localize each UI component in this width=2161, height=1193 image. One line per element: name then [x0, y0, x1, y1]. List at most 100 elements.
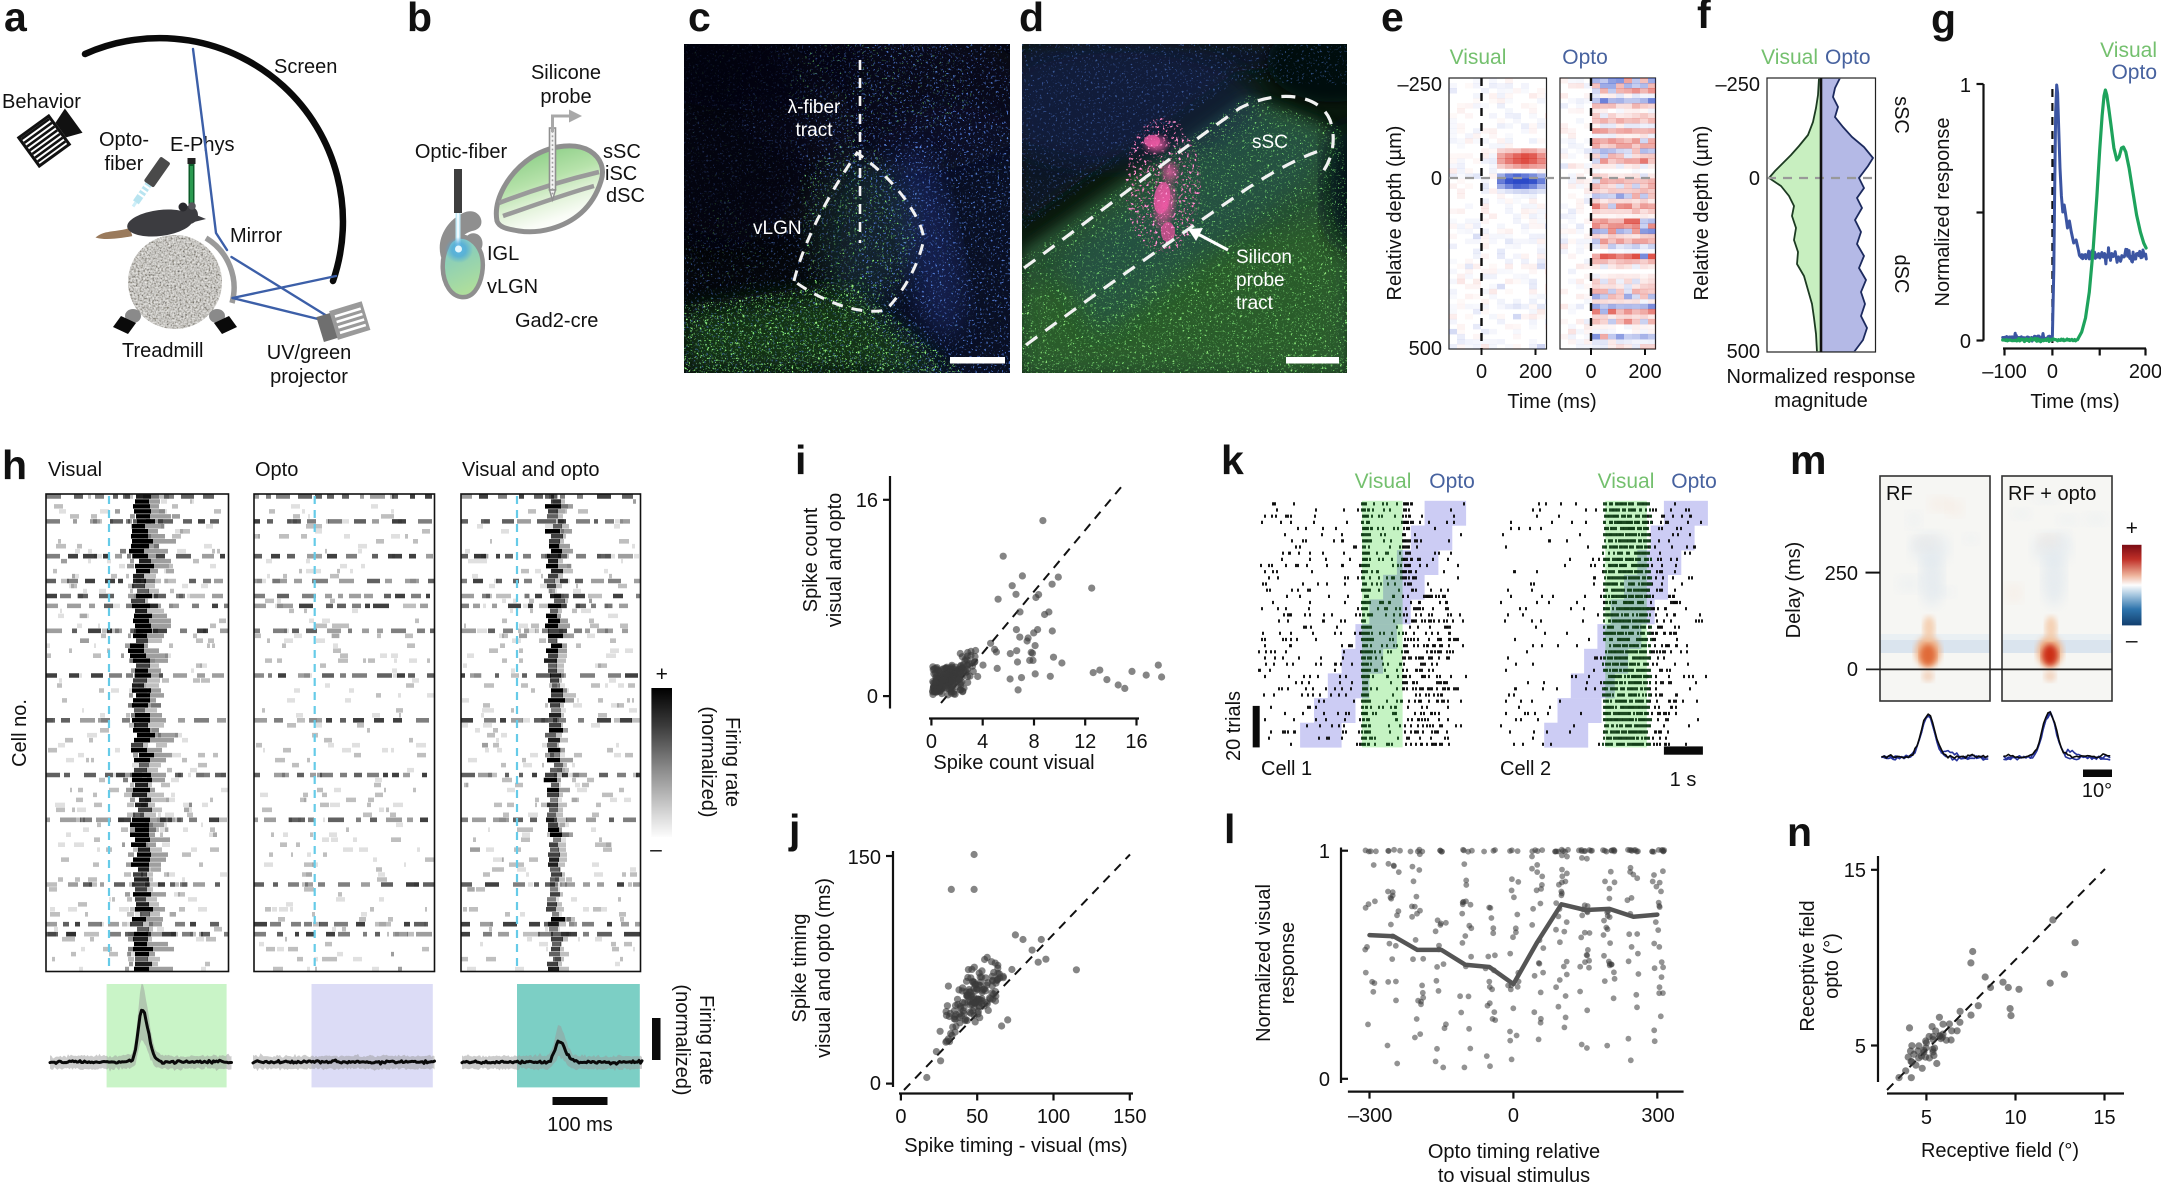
svg-text:sSC: sSC	[1890, 96, 1912, 134]
svg-text:250: 250	[1825, 563, 1858, 585]
svg-text:RF + opto: RF + opto	[2008, 483, 2096, 505]
svg-text:Opto timing relative: Opto timing relative	[1428, 1141, 1600, 1163]
svg-text:200: 200	[2129, 361, 2161, 383]
svg-text:dSC: dSC	[1890, 255, 1912, 294]
svg-text:0: 0	[867, 686, 878, 708]
svg-text:Treadmill: Treadmill	[122, 340, 204, 362]
svg-text:fiber: fiber	[105, 153, 144, 175]
svg-text:Firing rate: Firing rate	[695, 995, 717, 1085]
svg-text:Spike count visual: Spike count visual	[933, 752, 1094, 774]
svg-text:–100: –100	[1982, 361, 2027, 383]
svg-text:tract: tract	[796, 120, 834, 141]
svg-text:a: a	[4, 0, 28, 40]
svg-text:j: j	[788, 806, 800, 852]
svg-text:1: 1	[1960, 75, 1971, 97]
svg-text:Silicone: Silicone	[531, 62, 601, 84]
svg-text:–250: –250	[1398, 74, 1443, 96]
svg-text:Opto: Opto	[1562, 46, 1608, 69]
svg-text:150: 150	[1113, 1106, 1146, 1128]
svg-text:–: –	[650, 838, 662, 861]
svg-text:Visual and opto: Visual and opto	[462, 459, 600, 481]
svg-text:Cell 2: Cell 2	[1500, 758, 1551, 780]
svg-text:opto (°): opto (°)	[1821, 933, 1843, 999]
svg-text:0: 0	[1476, 361, 1487, 383]
svg-text:Receptive field: Receptive field	[1797, 900, 1819, 1031]
svg-text:12: 12	[1074, 731, 1096, 753]
svg-text:dSC: dSC	[606, 185, 645, 207]
svg-text:Firing rate: Firing rate	[721, 717, 743, 807]
svg-text:Delay (ms): Delay (ms)	[1783, 542, 1805, 639]
svg-text:–250: –250	[1716, 74, 1761, 96]
svg-text:e: e	[1381, 0, 1404, 40]
svg-text:200: 200	[1519, 361, 1552, 383]
svg-text:Spike timing - visual (ms): Spike timing - visual (ms)	[904, 1135, 1127, 1157]
svg-text:Visual: Visual	[1355, 470, 1412, 493]
svg-text:Opto: Opto	[1429, 470, 1475, 493]
svg-text:Cell no.: Cell no.	[9, 699, 31, 767]
svg-text:0: 0	[1847, 659, 1858, 681]
svg-text:b: b	[407, 0, 432, 40]
svg-text:g: g	[1931, 0, 1956, 42]
svg-text:16: 16	[856, 490, 878, 512]
svg-text:d: d	[1019, 0, 1044, 40]
svg-text:Visual: Visual	[2100, 39, 2157, 62]
svg-text:k: k	[1221, 437, 1244, 483]
svg-text:l: l	[1224, 806, 1235, 852]
svg-text:Cell 1: Cell 1	[1261, 758, 1312, 780]
svg-text:50: 50	[966, 1106, 988, 1128]
svg-text:visual and opto: visual and opto	[824, 493, 846, 628]
svg-text:0: 0	[895, 1106, 906, 1128]
svg-text:5: 5	[1921, 1107, 1932, 1129]
svg-text:Silicon: Silicon	[1236, 247, 1292, 268]
svg-text:20 trials: 20 trials	[1223, 691, 1245, 761]
svg-text:Time (ms): Time (ms)	[1507, 391, 1596, 413]
svg-text:0: 0	[1749, 168, 1760, 190]
svg-text:tract: tract	[1236, 293, 1274, 314]
svg-text:Time (ms): Time (ms)	[2030, 391, 2119, 413]
svg-text:Opto: Opto	[255, 459, 298, 481]
svg-text:(normalized): (normalized)	[697, 706, 719, 817]
svg-text:c: c	[688, 0, 711, 40]
svg-text:Receptive field (°): Receptive field (°)	[1921, 1140, 2079, 1162]
svg-text:–300: –300	[1348, 1105, 1393, 1127]
svg-text:m: m	[1790, 437, 1826, 483]
svg-text:IGL: IGL	[487, 243, 519, 265]
svg-text:+: +	[2126, 517, 2138, 540]
svg-text:Gad2-cre: Gad2-cre	[515, 310, 598, 332]
svg-text:sSC: sSC	[1252, 132, 1288, 153]
svg-text:0: 0	[1508, 1105, 1519, 1127]
svg-text:probe: probe	[1236, 270, 1285, 291]
svg-text:Relative depth (µm): Relative depth (µm)	[1384, 126, 1406, 301]
svg-text:10°: 10°	[2082, 780, 2112, 802]
svg-text:sSC: sSC	[603, 141, 641, 163]
svg-text:5: 5	[1855, 1036, 1866, 1058]
svg-text:Optic-fiber: Optic-fiber	[415, 141, 508, 163]
svg-text:RF: RF	[1886, 483, 1913, 505]
svg-text:8: 8	[1028, 731, 1039, 753]
svg-text:16: 16	[1125, 731, 1147, 753]
svg-text:vLGN: vLGN	[487, 276, 538, 298]
svg-text:15: 15	[1844, 860, 1866, 882]
svg-text:500: 500	[1727, 341, 1760, 363]
svg-text:UV/green: UV/green	[267, 342, 352, 364]
svg-text:200: 200	[1628, 361, 1661, 383]
svg-text:0: 0	[926, 731, 937, 753]
svg-text:+: +	[656, 663, 668, 686]
svg-text:Normalized response: Normalized response	[1727, 366, 1916, 388]
svg-text:projector: projector	[270, 366, 348, 388]
svg-text:E-Phys: E-Phys	[170, 134, 234, 156]
svg-text:visual and opto (ms): visual and opto (ms)	[813, 878, 835, 1058]
svg-text:Spike timing: Spike timing	[789, 914, 811, 1023]
svg-text:f: f	[1697, 0, 1711, 37]
svg-text:Normalized visual: Normalized visual	[1253, 884, 1275, 1042]
svg-text:–: –	[2126, 629, 2138, 652]
svg-text:4: 4	[977, 731, 988, 753]
svg-text:Mirror: Mirror	[230, 225, 283, 247]
svg-text:Visual: Visual	[48, 459, 102, 481]
svg-text:λ-fiber: λ-fiber	[788, 97, 841, 118]
svg-text:Visual: Visual	[1598, 470, 1655, 493]
svg-text:to visual stimulus: to visual stimulus	[1438, 1165, 1590, 1187]
svg-text:(normalized): (normalized)	[671, 984, 693, 1095]
svg-text:0: 0	[1585, 361, 1596, 383]
svg-text:15: 15	[2093, 1107, 2115, 1129]
